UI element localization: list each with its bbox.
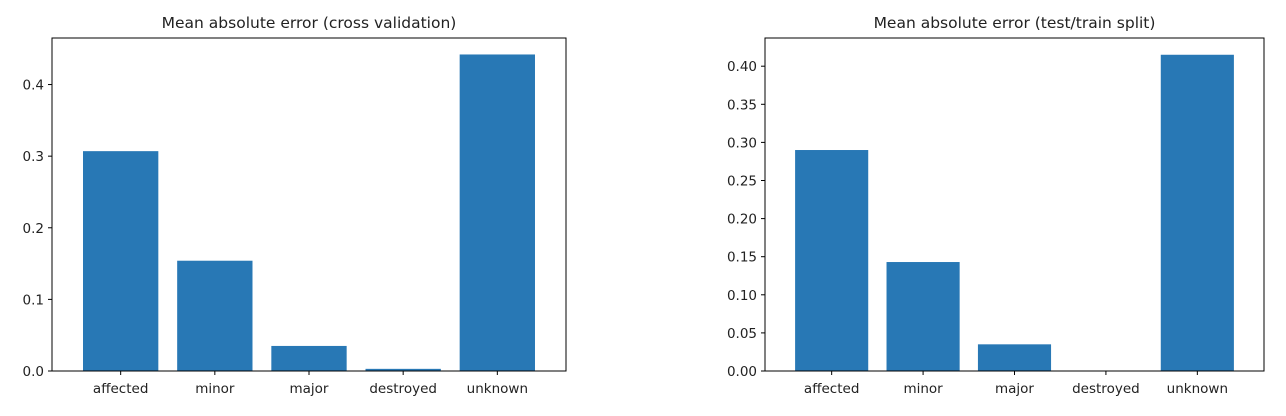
x-tick-label-destroyed: destroyed xyxy=(369,381,437,397)
chart-title: Mean absolute error (test/train split) xyxy=(874,14,1156,32)
y-tick-label: 0.00 xyxy=(727,364,757,380)
y-tick-label: 0.0 xyxy=(23,364,44,380)
x-tick-label-minor: minor xyxy=(903,381,943,397)
bar-minor xyxy=(177,260,253,371)
y-tick-label: 0.40 xyxy=(727,59,757,75)
bar-destroyed xyxy=(365,368,441,371)
bar-major xyxy=(977,344,1052,371)
x-tick-label-unknown: unknown xyxy=(1167,381,1228,397)
chart-test-train-split: Mean absolute error (test/train split) af… xyxy=(727,14,1265,397)
y-tick-label: 0.10 xyxy=(727,288,757,304)
axes-frame xyxy=(51,37,567,372)
bar-unknown xyxy=(459,54,535,371)
y-tick-label: 0.15 xyxy=(727,250,757,266)
x-tick-label-major: major xyxy=(995,381,1034,397)
bar-minor xyxy=(886,262,960,371)
bar-affected xyxy=(83,151,159,371)
y-tick-label: 0.35 xyxy=(727,97,757,113)
x-tick-label-destroyed: destroyed xyxy=(1072,381,1140,397)
x-tick-label-affected: affected xyxy=(804,381,859,397)
y-tick-label: 0.05 xyxy=(727,326,757,342)
y-tick-label: 0.3 xyxy=(23,149,44,165)
x-tick-label-unknown: unknown xyxy=(467,381,528,397)
y-tick-label: 0.2 xyxy=(23,221,44,237)
x-tick-label-affected: affected xyxy=(93,381,148,397)
bar-major xyxy=(271,345,347,371)
axes-frame xyxy=(764,37,1265,372)
y-tick-label: 0.30 xyxy=(727,135,757,151)
bar-unknown xyxy=(1160,54,1234,371)
x-tick-label-minor: minor xyxy=(195,381,235,397)
chart-title: Mean absolute error (cross validation) xyxy=(162,14,457,32)
y-tick-label: 0.20 xyxy=(727,212,757,228)
bar-affected xyxy=(795,150,869,371)
y-tick-label: 0.4 xyxy=(23,78,44,94)
chart-cross-validation: Mean absolute error (cross validation) af… xyxy=(23,14,567,397)
y-tick-label: 0.25 xyxy=(727,173,757,189)
x-tick-label-major: major xyxy=(290,381,329,397)
y-tick-label: 0.1 xyxy=(23,292,44,308)
